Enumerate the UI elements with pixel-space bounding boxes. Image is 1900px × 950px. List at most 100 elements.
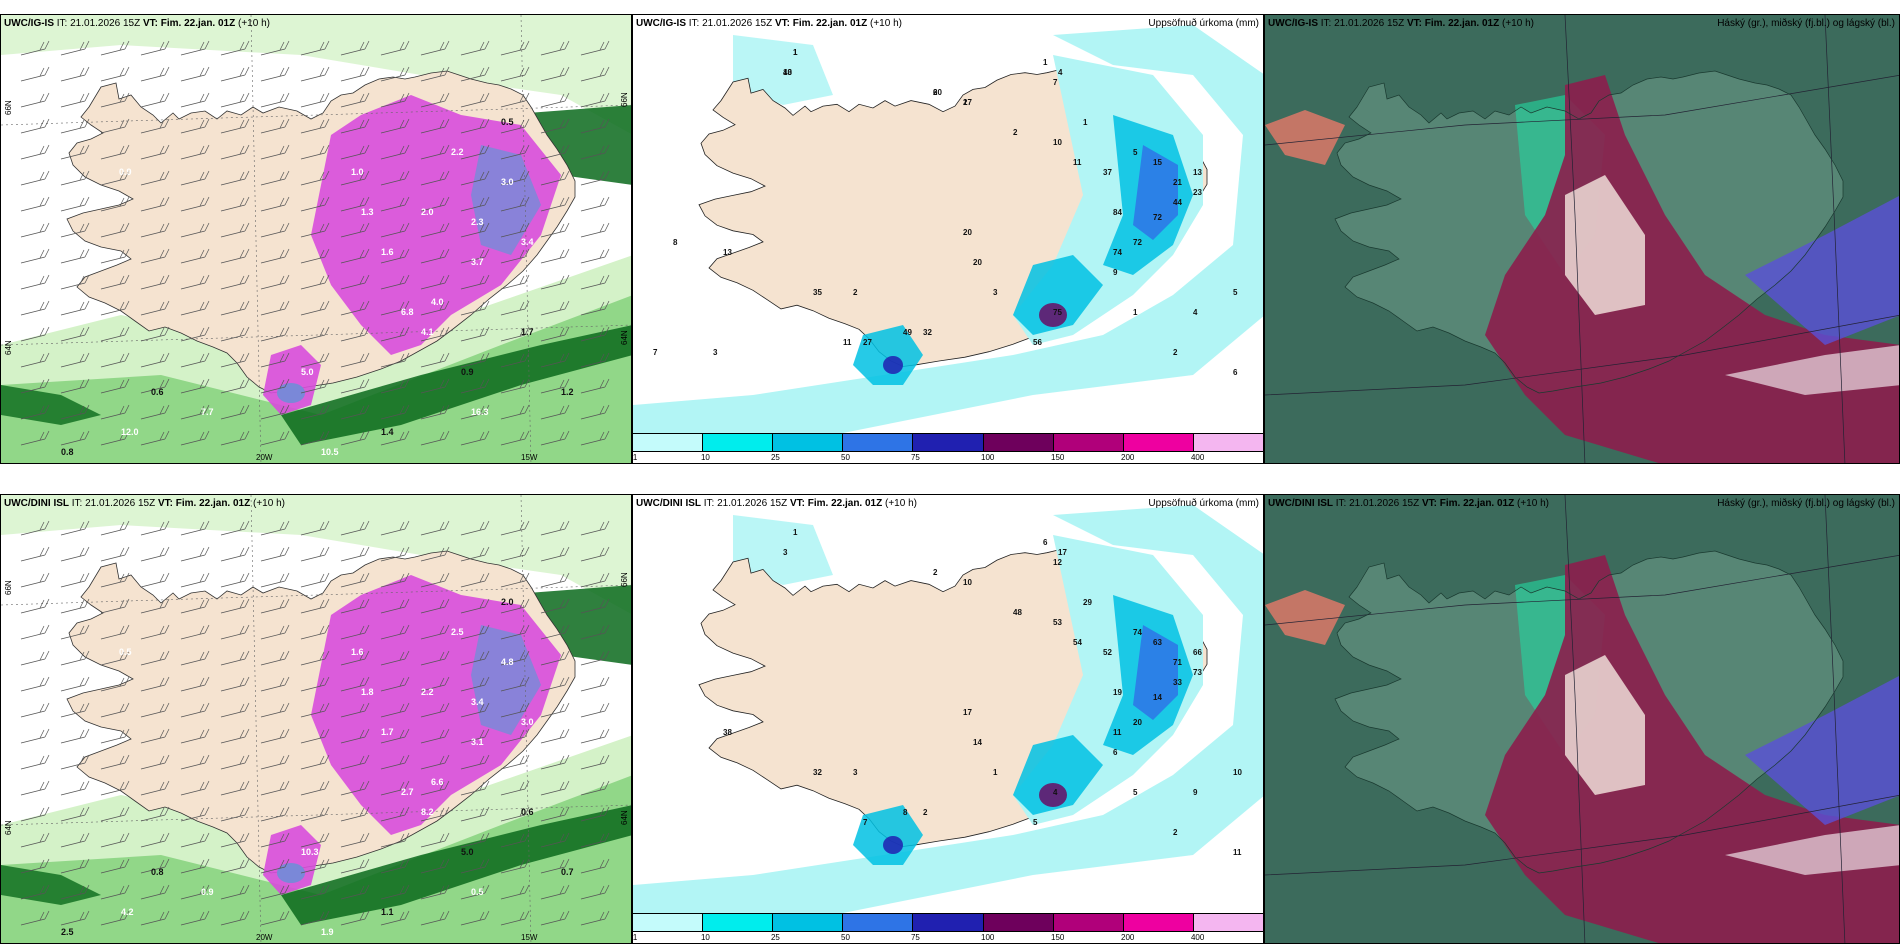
barb-flag xyxy=(599,833,605,843)
barb-flag xyxy=(519,275,525,285)
barb-staff xyxy=(540,788,566,796)
barb-staff xyxy=(100,100,126,108)
wind-barb xyxy=(300,430,330,446)
barb-flag xyxy=(479,249,485,259)
wind-barb xyxy=(20,248,50,264)
barb-flag xyxy=(559,885,565,895)
barb-staff xyxy=(300,152,326,160)
barb-staff xyxy=(420,230,446,238)
barb-flag xyxy=(444,832,450,842)
precip-value-label: 11 xyxy=(1233,848,1242,857)
barb-flag xyxy=(119,911,125,921)
barb-flag xyxy=(564,650,570,660)
barb-staff xyxy=(420,554,446,562)
barb-flag xyxy=(239,67,245,77)
barb-flag xyxy=(599,41,605,51)
barb-flag xyxy=(84,676,90,686)
wind-barb xyxy=(140,832,170,848)
wind-value-label: 1.2 xyxy=(561,387,574,397)
barb-staff xyxy=(20,658,46,666)
barb-staff xyxy=(260,74,286,82)
barb-flag xyxy=(244,598,250,608)
barb-flag xyxy=(279,197,285,207)
legend-swatch xyxy=(913,434,984,451)
wind-barb xyxy=(420,40,450,56)
barb-staff xyxy=(100,606,126,614)
wind-barb xyxy=(260,430,290,446)
barb-flag xyxy=(164,66,170,76)
latitude-line xyxy=(1,584,631,606)
barb-flag xyxy=(484,910,490,920)
barb-staff xyxy=(380,74,406,82)
wind-barb xyxy=(20,624,50,640)
wind-barb xyxy=(180,754,210,770)
wind-barb xyxy=(100,352,130,368)
wind-barb xyxy=(340,378,370,394)
barb-flag xyxy=(324,650,330,660)
barb-staff xyxy=(540,736,566,744)
wind-barb xyxy=(220,352,250,368)
precip-value-label: 2 xyxy=(923,808,928,817)
wind-barb xyxy=(580,728,610,744)
precip-value-label: 2 xyxy=(933,568,938,577)
wind-value-label: 4.1 xyxy=(421,327,434,337)
barb-flag xyxy=(204,66,210,76)
barb-flag xyxy=(319,911,325,921)
barb-flag xyxy=(204,222,210,232)
wind-barb xyxy=(420,222,450,238)
barb-flag xyxy=(559,275,565,285)
barb-flag xyxy=(204,378,210,388)
wind-barb xyxy=(220,754,250,770)
precip-light-sea xyxy=(633,25,1263,435)
wind-value-label: 1.1 xyxy=(381,907,394,917)
barb-flag xyxy=(164,832,170,842)
barb-staff xyxy=(380,256,406,264)
barb-staff xyxy=(380,632,406,640)
wind-barb xyxy=(540,858,570,874)
barb-staff xyxy=(140,360,166,368)
wind-barb xyxy=(220,910,250,926)
barb-flag xyxy=(479,275,485,285)
barb-flag xyxy=(364,118,370,128)
wind-value-label: 5.0 xyxy=(461,847,474,857)
barb-staff xyxy=(340,438,366,446)
barb-flag xyxy=(444,118,450,128)
barb-staff xyxy=(500,308,526,316)
barb-staff xyxy=(20,736,46,744)
precip-value-label: 7 xyxy=(653,348,658,357)
barb-flag xyxy=(599,353,605,363)
barb-flag xyxy=(84,300,90,310)
precip-value-label: 9 xyxy=(1193,788,1198,797)
barb-flag xyxy=(399,807,405,817)
wind-barb xyxy=(100,572,130,588)
barb-flag xyxy=(39,703,45,713)
barb-staff xyxy=(580,580,606,588)
barb-flag xyxy=(524,40,530,50)
barb-staff xyxy=(340,554,366,562)
barb-flag xyxy=(324,404,330,414)
barb-staff xyxy=(60,840,86,848)
barb-flag xyxy=(44,92,50,102)
barb-staff xyxy=(420,308,446,316)
barb-staff xyxy=(260,230,286,238)
barb-staff xyxy=(20,360,46,368)
lat-label: 66N xyxy=(4,580,13,595)
barb-staff xyxy=(300,736,326,744)
wind-value-label: 2.3 xyxy=(471,217,484,227)
barb-flag xyxy=(564,598,570,608)
wind-barb xyxy=(580,780,610,796)
wind-barb xyxy=(60,300,90,316)
barb-flag xyxy=(479,781,485,791)
barb-staff xyxy=(100,256,126,264)
barb-flag xyxy=(79,703,85,713)
barb-flag xyxy=(84,92,90,102)
barb-flag xyxy=(479,67,485,77)
wind-barb xyxy=(540,118,570,134)
barb-flag xyxy=(124,352,130,362)
wind-barb xyxy=(540,40,570,56)
barb-staff xyxy=(60,438,86,446)
barb-flag xyxy=(444,780,450,790)
barb-flag xyxy=(484,222,490,232)
precip-value-label: 14 xyxy=(973,738,982,747)
wind-value-label: 0.6 xyxy=(521,807,534,817)
